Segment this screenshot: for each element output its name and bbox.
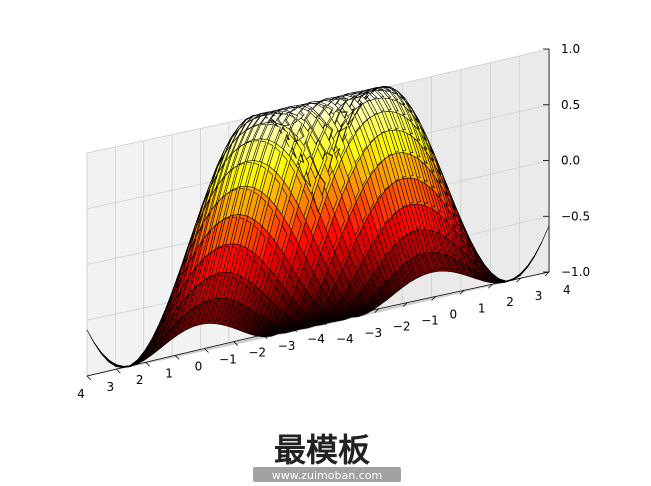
x-tick-mark <box>292 327 297 333</box>
z-tick-label: 0.0 <box>561 154 580 168</box>
y-tick-mark <box>317 320 323 326</box>
x-tick-mark <box>174 355 180 360</box>
y-axis-ticks: −4 −3 −2 −1 0 1 2 3 4 <box>336 283 571 346</box>
y-tick-label: −3 <box>364 326 382 340</box>
x-tick-mark <box>86 375 92 381</box>
y-tick-mark <box>402 302 408 307</box>
y-tick-label: 2 <box>506 295 514 309</box>
y-tick-label: −1 <box>421 314 439 328</box>
x-tick-label: 2 <box>136 373 144 387</box>
x-tick-label: −2 <box>248 346 266 360</box>
x-tick-mark <box>145 361 151 367</box>
y-tick-mark <box>374 308 380 314</box>
x-tick-mark <box>116 368 121 374</box>
y-tick-label: −2 <box>393 320 411 334</box>
y-tick-label: 3 <box>535 289 543 303</box>
watermark-url: www.zuimoban.com <box>272 469 382 482</box>
z-axis-ticks: −1.0 −0.5 0.0 0.5 1.0 <box>561 42 590 279</box>
x-axis-ticks: −4 −3 −2 −1 0 1 2 3 4 <box>77 332 325 401</box>
y-tick-mark <box>346 314 351 320</box>
x-tick-label: 3 <box>106 380 114 394</box>
x-tick-label: −3 <box>278 339 296 353</box>
axis-lines <box>86 48 550 381</box>
x-tick-mark <box>204 348 209 353</box>
z-tick-label: −1.0 <box>561 265 590 279</box>
watermark-logo-text: 最模板 <box>274 431 370 469</box>
x-tick-label: 1 <box>165 366 173 380</box>
surface-mesh <box>86 86 550 369</box>
back-gridline-z <box>313 271 550 328</box>
y-tick-mark <box>431 296 436 301</box>
watermark-url-band <box>253 467 401 482</box>
y-tick-mark <box>516 277 521 283</box>
x-tick-label: 4 <box>77 387 85 401</box>
y-tick-mark <box>487 283 493 289</box>
watermark: 最模板 www.zuimoban.com <box>253 431 401 482</box>
x-tick-label: 0 <box>195 360 203 374</box>
y-tick-mark <box>459 290 465 295</box>
z-tick-label: −0.5 <box>561 209 590 223</box>
y-tick-label: 4 <box>563 283 571 297</box>
y-tick-mark <box>544 271 550 277</box>
y-tick-label: 0 <box>450 308 458 322</box>
x-tick-label: −4 <box>307 332 325 346</box>
x-tick-mark <box>262 334 268 340</box>
y-tick-label: −4 <box>336 332 354 346</box>
x-tick-label: −1 <box>219 353 237 367</box>
x-tick-mark <box>233 341 239 346</box>
left-gridline-z <box>86 326 315 377</box>
y-axis-line <box>321 271 550 322</box>
z-tick-label: 0.5 <box>561 98 580 112</box>
z-tick-label: 1.0 <box>561 42 580 56</box>
x-tick-mark <box>321 320 327 326</box>
x-axis-line <box>86 320 323 377</box>
surface-facet <box>86 329 102 355</box>
y-tick-label: 1 <box>478 301 486 315</box>
